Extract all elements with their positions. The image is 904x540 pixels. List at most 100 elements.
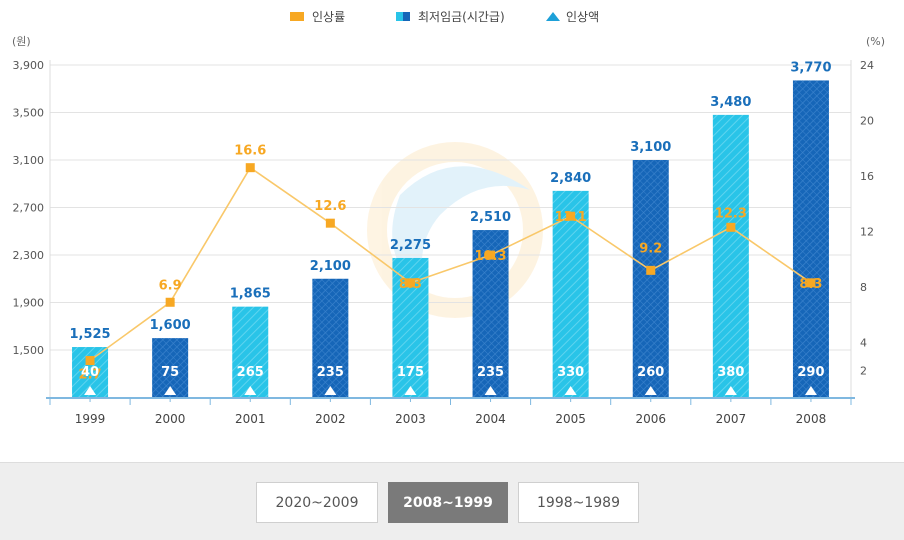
increase-triangle-icon [164, 386, 177, 395]
rate-point [486, 250, 496, 260]
increase-triangle-icon [724, 386, 737, 395]
wage-bar [312, 278, 349, 398]
rate-point [165, 297, 175, 307]
triangle-icon [546, 12, 560, 21]
x-axis: 1999 2000 2001 2002 2003 2004 2005 2006 2007 2008 [46, 397, 855, 426]
legend-wage-swatch-dark [403, 12, 410, 21]
period-button-2020-2009[interactable]: 2020~2009 [256, 482, 378, 523]
rate-polyline [89, 166, 812, 362]
x-tick-label: 2000 [155, 412, 186, 426]
increase-triangle-icon [644, 386, 657, 395]
rate-point [646, 265, 656, 275]
left-tick-label: 3,900 [13, 59, 45, 72]
increase-value-label: 380 [717, 365, 744, 380]
wage-bar [232, 306, 269, 398]
rate-value-label: 8.3 [399, 277, 422, 292]
left-tick-label: 1,900 [13, 297, 45, 310]
x-tick-label: 2005 [555, 412, 586, 426]
rate-value-label: 12.3 [715, 206, 747, 221]
wage-bar [632, 160, 669, 398]
right-tick-label: 12 [860, 226, 874, 239]
increase-triangle-icon [564, 386, 577, 395]
increase-value-label: 175 [397, 365, 424, 380]
x-tick-label: 2002 [315, 412, 346, 426]
rate-point [726, 222, 736, 232]
rate-value-label: 6.9 [159, 278, 182, 293]
increase-triangle-icon [484, 386, 497, 395]
x-tick-label: 2003 [395, 412, 426, 426]
wage-value-label: 3,100 [630, 140, 671, 155]
rate-value-label: 12.6 [314, 199, 346, 214]
right-tick-label: 24 [860, 59, 874, 72]
period-selector: 2020~2009 2008~1999 1998~1989 [0, 462, 904, 540]
x-tick-label: 1999 [75, 412, 106, 426]
increase-triangle-icon [244, 386, 257, 395]
increase-value-label: 75 [161, 365, 179, 380]
legend-rate-label: 인상률 [312, 10, 345, 24]
rate-value-label: 10.3 [475, 249, 507, 264]
wage-value-label: 2,840 [550, 171, 591, 186]
rate-point [405, 278, 415, 288]
rate-value-label: 8.3 [799, 277, 822, 292]
rate-point [245, 163, 255, 173]
rate-value-label: 2.7 [79, 368, 102, 383]
right-tick-label: 4 [860, 337, 867, 350]
x-tick-label: 2004 [475, 412, 506, 426]
right-tick-label: 16 [860, 170, 874, 183]
legend-wage-label: 최저임금(시간급) [418, 10, 505, 24]
increase-value-label: 260 [637, 365, 664, 380]
increase-triangle-icon [804, 386, 817, 395]
rate-line [85, 163, 816, 366]
left-tick-label: 3,500 [13, 107, 45, 120]
increase-triangle-icon [324, 386, 337, 395]
increase-triangle-icon [404, 386, 417, 395]
rate-point [566, 211, 576, 221]
wage-value-label: 2,510 [470, 210, 511, 225]
left-axis: 1,500 1,900 2,300 2,700 3,100 3,500 3,900 [13, 59, 45, 357]
rate-value-label: 9.2 [639, 241, 662, 256]
period-button-2008-1999[interactable]: 2008~1999 [388, 482, 508, 523]
chart-area: 인상률 최저임금(시간급) 인상액 (원) (%) 1,500 1,900 2,30… [12, 10, 886, 426]
left-tick-label: 1,500 [13, 344, 45, 357]
wage-value-label: 3,770 [790, 60, 831, 75]
wage-value-label: 1,865 [230, 287, 271, 302]
wage-value-label: 2,100 [310, 259, 351, 274]
increase-value-label: 235 [477, 365, 504, 380]
wage-bar [792, 80, 829, 398]
wage-bar [712, 114, 749, 398]
increase-value-label: 265 [237, 365, 264, 380]
wage-value-label: 3,480 [710, 95, 751, 110]
legend-increase-label: 인상액 [566, 10, 599, 24]
increase-value-label: 330 [557, 365, 584, 380]
left-tick-label: 2,300 [13, 249, 45, 262]
increase-triangle-icon [84, 386, 97, 395]
wage-value-label: 1,525 [69, 327, 110, 342]
rate-value-label: 16.6 [234, 144, 266, 159]
right-tick-label: 20 [860, 115, 874, 128]
x-tick-label: 2001 [235, 412, 266, 426]
increase-value-label: 40 [81, 365, 99, 380]
watermark-logo [367, 142, 543, 318]
increase-value-label: 235 [317, 365, 344, 380]
left-tick-label: 2,700 [13, 202, 45, 215]
increase-value-label: 290 [797, 365, 824, 380]
rate-value-label: 13.1 [555, 210, 587, 225]
wage-bar [552, 190, 589, 398]
data-labels: 1,525 2.740 1,600 6.9 75 1,865 16.6 265 2,100 12.… [69, 60, 832, 395]
right-tick-label: 8 [860, 281, 867, 294]
wage-value-label: 2,275 [390, 238, 431, 253]
x-tick-label: 2006 [635, 412, 666, 426]
legend: 인상률 최저임금(시간급) 인상액 [290, 10, 599, 24]
period-button-1998-1989[interactable]: 1998~1989 [518, 482, 639, 523]
x-tick-label: 2007 [716, 412, 747, 426]
right-tick-label: 2 [860, 364, 867, 377]
left-tick-label: 3,100 [13, 154, 45, 167]
legend-wage-swatch-light [396, 12, 403, 21]
rate-point [325, 218, 335, 228]
rate-point [806, 278, 816, 288]
chart-svg: 인상률 최저임금(시간급) 인상액 (원) (%) 1,500 1,900 2,30… [12, 10, 885, 426]
wage-value-label: 1,600 [150, 318, 191, 333]
rate-point [85, 356, 95, 366]
legend-rate-swatch [290, 12, 304, 21]
